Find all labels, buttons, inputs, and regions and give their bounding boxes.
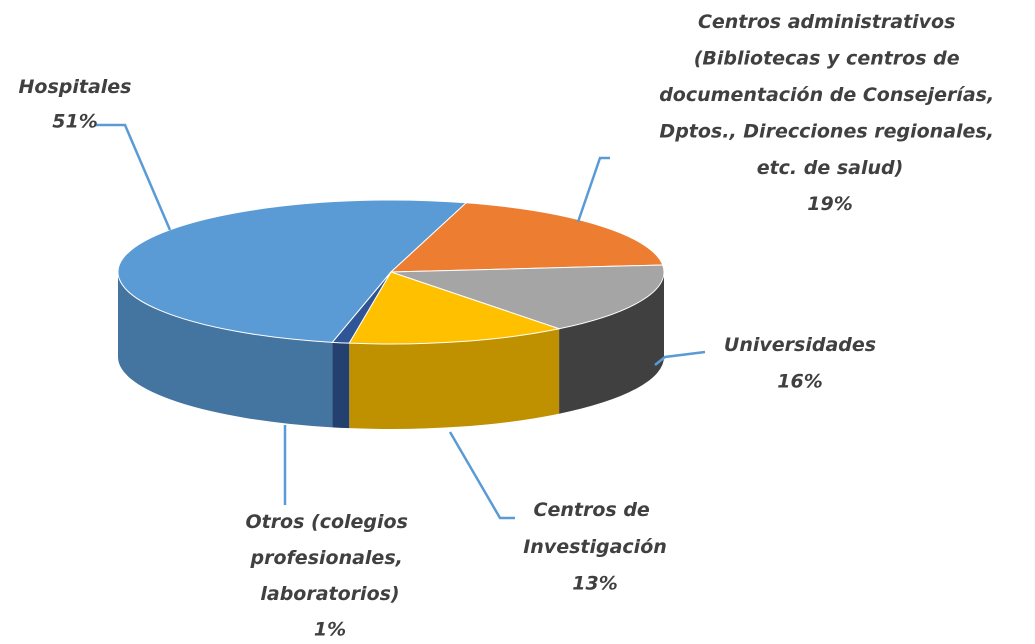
label-line: etc. de salud) <box>757 157 904 179</box>
slice-side <box>118 272 333 428</box>
label-line: Centros administrativos <box>698 11 962 33</box>
label-line: Universidades <box>724 334 876 356</box>
label-line: Dptos., Direcciones regionales, <box>659 120 1000 142</box>
label-line: Investigación <box>523 536 667 558</box>
label-line: profesionales, <box>250 547 410 569</box>
leader-line <box>654 350 706 366</box>
category-label: Centros de Investigación <box>523 499 667 558</box>
label-line: (Bibliotecas y centros de <box>694 47 967 69</box>
slice <box>331 271 392 344</box>
value-label: 16% <box>777 371 822 393</box>
leader-line <box>448 431 515 520</box>
category-label: Universidades <box>724 334 876 356</box>
value-label: 1% <box>314 619 346 641</box>
category-label: Otros (colegios profesionales, laborator… <box>245 511 414 605</box>
leader-line <box>576 156 610 223</box>
leader-line <box>95 123 172 231</box>
label-line: Hospitales <box>19 76 132 98</box>
value-label: 51% <box>52 111 97 133</box>
slice-side <box>559 272 664 414</box>
slice <box>117 199 468 343</box>
slice-side <box>332 342 350 429</box>
label-line: Otros (colegios <box>245 511 414 533</box>
label-line: documentación de Consejerías, <box>659 84 1001 106</box>
category-label: Centros administrativos (Bibliotecas y c… <box>659 11 1001 179</box>
slice <box>389 202 664 273</box>
slice <box>390 264 665 330</box>
value-label: 13% <box>572 573 617 595</box>
category-label: Hospitales <box>19 76 132 98</box>
label-line: Centros de <box>534 499 657 521</box>
value-label: 19% <box>807 193 852 215</box>
slice-side <box>349 328 560 429</box>
slice <box>348 271 561 345</box>
label-line: laboratorios) <box>260 583 399 605</box>
